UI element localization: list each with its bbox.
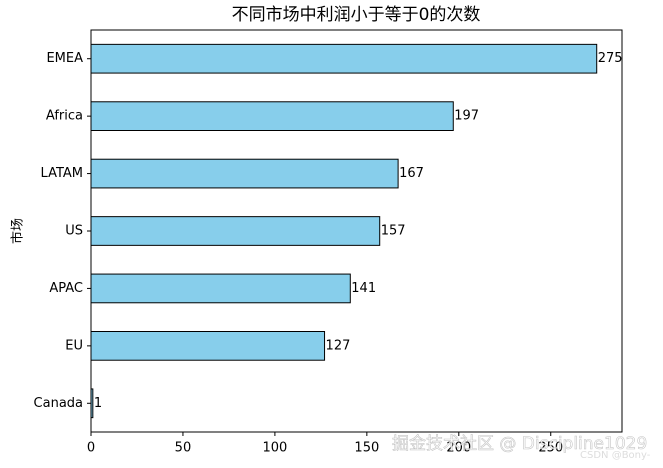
bar (90, 216, 381, 246)
y-tick-label: Africa (46, 109, 83, 124)
data-label: 197 (454, 109, 479, 124)
data-label: 127 (326, 338, 351, 353)
data-label: 1 (94, 396, 102, 411)
y-tick-label: EU (65, 338, 83, 353)
data-label: 141 (351, 281, 376, 296)
watermark: CSDN @Bony- (580, 450, 651, 461)
y-tick-label: APAC (49, 281, 83, 296)
x-tick-label: 50 (175, 441, 192, 456)
x-tick-label: 100 (262, 441, 287, 456)
y-tick-label: LATAM (41, 166, 83, 181)
y-tick-label: Canada (34, 396, 83, 411)
bar (90, 331, 326, 361)
data-label: 167 (399, 166, 424, 181)
watermark: 掘金技术社区 @ Discipline1029 (392, 434, 647, 454)
y-axis-label: 市场 (10, 218, 26, 244)
x-tick-label: 0 (87, 441, 95, 456)
data-label: 275 (598, 51, 623, 66)
x-tick-label: 250 (538, 441, 563, 456)
bar (90, 158, 399, 189)
bar (90, 273, 351, 304)
x-tick-label: 150 (354, 441, 379, 456)
data-label: 157 (381, 224, 406, 239)
y-tick-label: EMEA (46, 51, 83, 66)
bar (90, 43, 598, 74)
chart-title: 不同市场中利润小于等于0的次数 (232, 5, 481, 25)
bar (90, 388, 94, 419)
x-tick-label: 200 (446, 441, 471, 456)
y-tick-label: US (65, 224, 83, 239)
bar (90, 101, 454, 131)
